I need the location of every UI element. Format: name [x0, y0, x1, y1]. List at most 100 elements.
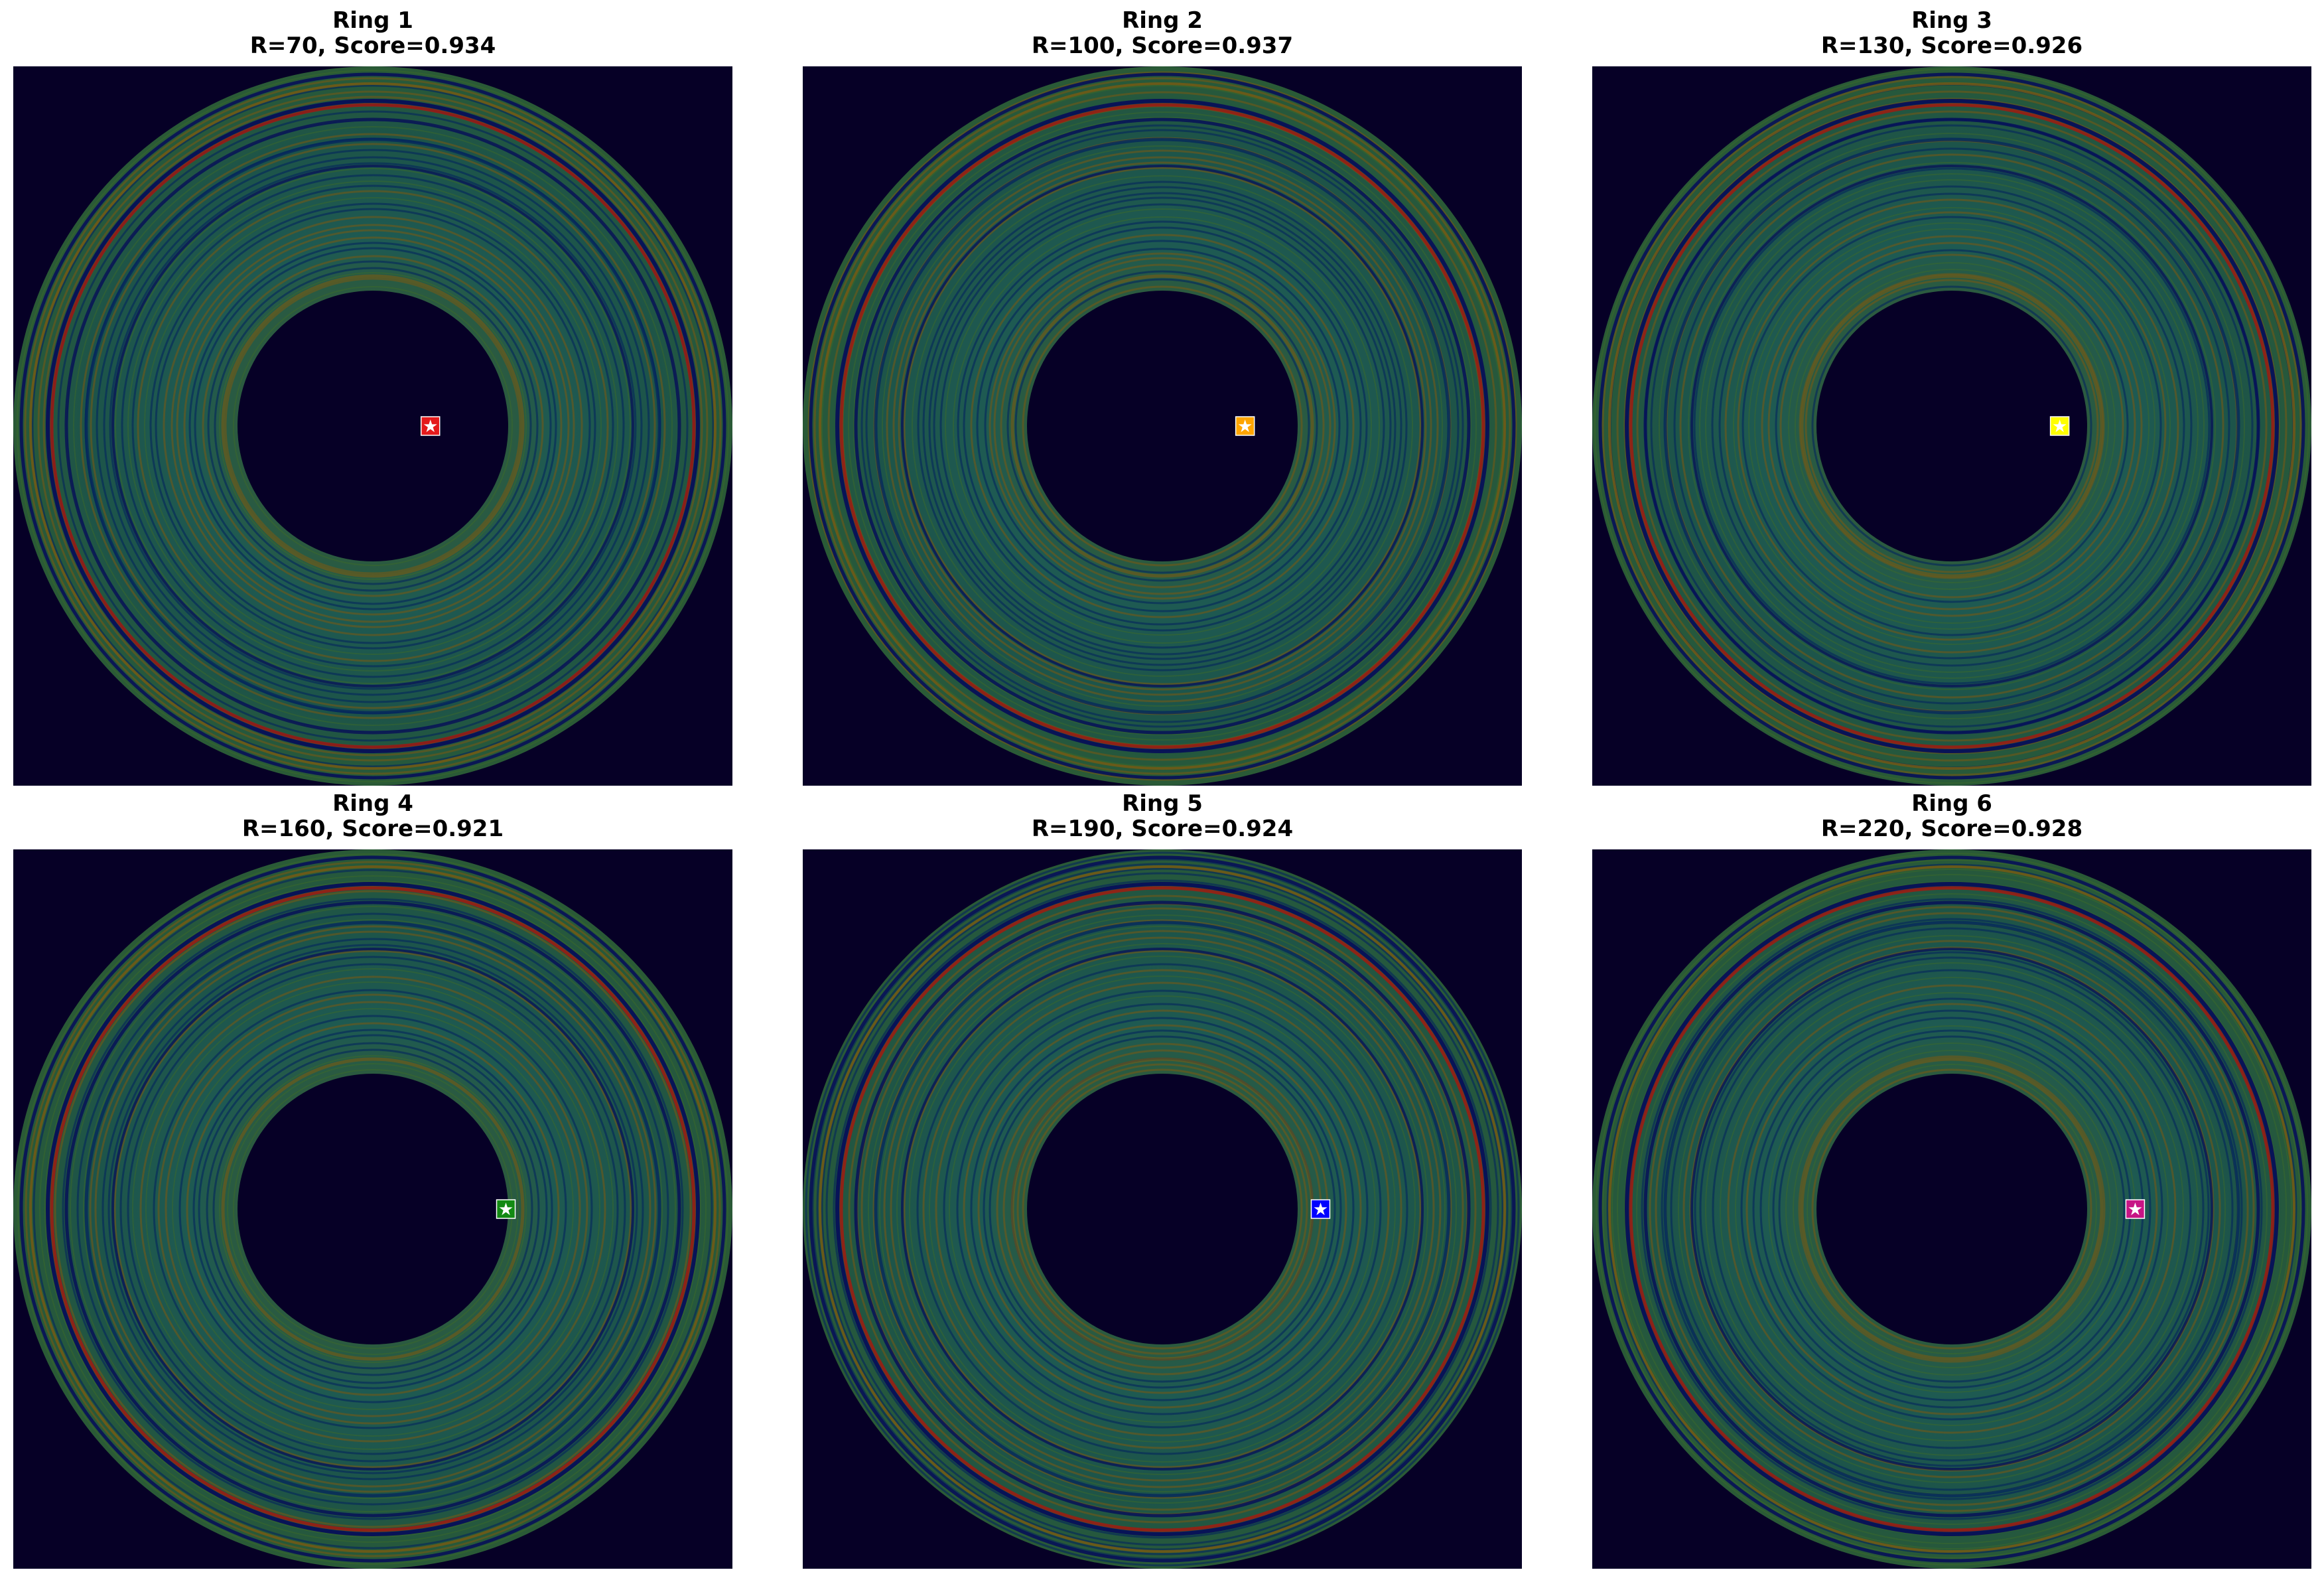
ring-band-strong: [1598, 855, 2305, 1563]
ring-band: [1811, 285, 2092, 567]
ring-band: [935, 981, 1390, 1437]
ring-band-strong: [50, 103, 696, 749]
ring-band-strong: [1800, 1057, 2104, 1361]
heatmap-plot: ★: [803, 849, 1522, 1569]
ring-band: [44, 881, 701, 1538]
ring-band: [1778, 1035, 2126, 1383]
ring-band: [1712, 969, 2192, 1449]
ring-band: [1699, 956, 2205, 1462]
ring-band: [131, 184, 614, 668]
ring-band-strong: [64, 900, 681, 1518]
ring-band: [1655, 912, 2249, 1506]
ring-band: [933, 196, 1392, 656]
ring-band-strong: [854, 117, 1471, 735]
ring-band: [115, 168, 631, 684]
title-line-2: R=130, Score=0.926: [1820, 33, 2083, 59]
peak-marker-square: [1310, 1199, 1331, 1219]
ring-band: [993, 257, 1332, 595]
ring-band: [1720, 977, 2184, 1441]
ring-band: [1694, 951, 2210, 1467]
ring-band: [821, 867, 1504, 1551]
ring-band: [31, 84, 715, 768]
ring-band-strong: [1629, 886, 2275, 1532]
ring-band: [80, 133, 666, 719]
ring-band: [1785, 1043, 2118, 1376]
ring-band: [939, 203, 1385, 649]
ring-band: [872, 919, 1452, 1499]
ring-band: [903, 167, 1422, 685]
peak-marker-square: [496, 1199, 516, 1219]
ring-band: [70, 906, 676, 1512]
ring-band: [963, 226, 1362, 626]
ring-band: [171, 224, 575, 628]
ring-band: [1594, 68, 2309, 784]
ring-band: [903, 950, 1422, 1469]
peak-marker-square: [420, 416, 441, 436]
ring-band: [42, 96, 703, 756]
ring-band: [57, 110, 689, 742]
ring-band: [145, 981, 600, 1437]
ring-band: [139, 975, 606, 1443]
ring-band: [1670, 927, 2234, 1491]
ring-band: [977, 1024, 1347, 1394]
ring-band: [1659, 133, 2245, 719]
heatmap-plot: ★: [13, 66, 732, 786]
panel-title: Ring 2 R=100, Score=0.937: [803, 8, 1522, 58]
ring-bands: [17, 853, 728, 1565]
peak-marker-square: [1235, 416, 1255, 436]
ring-heatmap: ★: [803, 849, 1522, 1569]
ring-band: [813, 77, 1511, 775]
ring-band: [103, 156, 643, 696]
ring-band: [976, 240, 1349, 612]
ring-band-strong: [1625, 882, 2279, 1536]
ring-band: [212, 1048, 533, 1370]
ring-band-strong: [874, 920, 1451, 1498]
title-line-2: R=160, Score=0.921: [241, 816, 504, 842]
heatmap-plot: ★: [13, 849, 732, 1569]
ring-band: [1742, 216, 2162, 636]
ring-band: [816, 863, 1509, 1555]
ring-band: [1745, 1003, 2158, 1415]
ring-band-strong: [19, 72, 726, 780]
ring-band: [1636, 110, 2268, 742]
ring-band: [144, 197, 602, 655]
ring-band: [165, 1001, 581, 1417]
ring-band: [62, 898, 684, 1520]
ring-band: [928, 192, 1397, 660]
ring-band-strong: [1598, 72, 2305, 780]
ring-band: [1679, 153, 2224, 699]
ring-band: [892, 156, 1432, 696]
ring-band-strong: [839, 886, 1485, 1532]
ring-band: [1016, 1063, 1308, 1355]
ring-band: [137, 190, 609, 662]
ring-band: [1688, 162, 2216, 690]
ring-band-strong: [1663, 920, 2240, 1498]
peak-marker: ★: [2049, 416, 2070, 437]
ring-band: [1602, 76, 2302, 776]
ring-band: [922, 969, 1402, 1449]
ring-band: [163, 216, 583, 636]
ring-band: [811, 858, 1513, 1560]
ring-band-strong: [111, 948, 634, 1471]
ring-band: [89, 925, 657, 1493]
ring-band: [192, 1029, 553, 1390]
ring-band: [853, 117, 1471, 735]
ring-band: [188, 242, 557, 611]
inner-hole: [1027, 1074, 1298, 1344]
ring-band-strong: [835, 99, 1489, 753]
peak-marker: ★: [1310, 1199, 1331, 1220]
ring-band-strong: [1608, 865, 2295, 1553]
ring-band: [984, 248, 1341, 605]
title-line-1: Ring 6: [1911, 790, 1992, 817]
ring-band-strong: [819, 82, 1506, 770]
ring-band: [825, 872, 1499, 1546]
ring-band: [943, 989, 1382, 1429]
inner-hole: [1816, 291, 2087, 561]
ring-band: [121, 174, 625, 678]
ring-band: [1718, 192, 2185, 660]
ring-band: [33, 869, 713, 1549]
ring-band-strong: [29, 865, 717, 1553]
ring-band: [1682, 940, 2221, 1478]
panel-title: Ring 3 R=130, Score=0.926: [1592, 8, 2311, 58]
